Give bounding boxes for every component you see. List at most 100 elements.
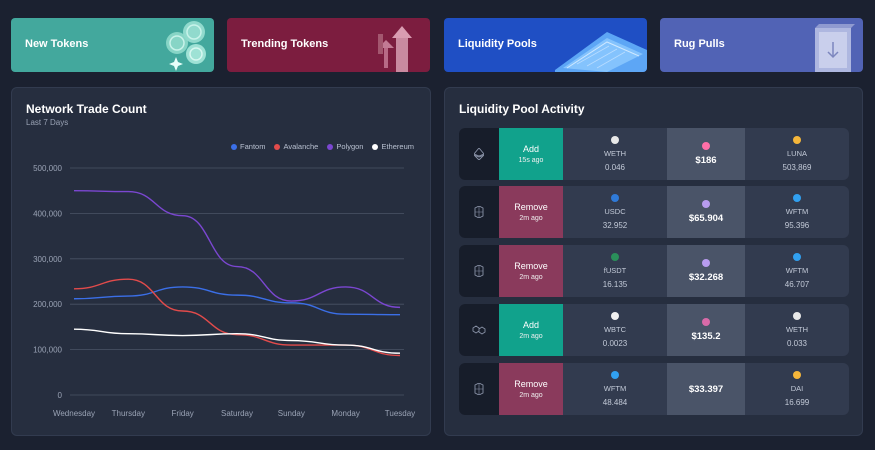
pool-activity-row[interactable]: Add 2m ago WBTC 0.0023 $135.2 WETH 0.033 [459,304,849,356]
legend-dot [327,143,334,150]
panel-subtitle: Last 7 Days [26,118,69,127]
wbtc-icon [611,312,619,320]
action-label: Add [522,320,539,330]
y-tick-label: 500,000 [33,164,62,173]
uniswap-icon [702,142,710,150]
usdc-icon [611,194,619,202]
pool-activity-row[interactable]: Add 15s ago WETH 0.046 $186 LUNA 503,869 [459,128,849,180]
action-time: 15s ago [518,157,544,164]
pool-activity-row[interactable]: Remove 2m ago fUSDT 16.135 $32.268 WFTM 46.707 [459,245,849,297]
add-badge: Add 15s ago [499,128,563,180]
x-tick-label: Friday [172,409,194,418]
polygon-icon [459,304,499,356]
pool-icon [555,32,647,72]
pool-activity-row[interactable]: Remove 2m ago USDC 32.952 $65.904 WFTM 95.396 [459,186,849,238]
category-cards: New Tokens Trending Tokens Liquidity Poo… [11,18,863,72]
price-value: $33.397 [688,383,724,395]
price-value: $32.268 [688,272,724,283]
token-symbol: DAI [790,384,804,393]
action-label: Add [522,144,539,154]
card-label: Rug Pulls [674,38,725,50]
legend-item-fantom[interactable]: Fantom [231,142,265,151]
series-line-avalanche [73,278,401,357]
action-time: 2m ago [519,333,543,340]
action-label: Remove [514,379,548,389]
spooky-icon [702,200,710,208]
remove-badge: Remove 2m ago [499,186,563,238]
door-icon [815,24,855,72]
trade-count-chart: 0 100,000 200,000 300,000 400,000 500,000 Wedn… [33,164,415,418]
token-symbol: WETH [603,149,627,158]
price-value: $65.904 [688,213,724,224]
price-value: $186 [695,155,717,166]
token-amount: 46.707 [784,280,810,289]
y-tick-label: 400,000 [33,209,62,218]
token-b[interactable]: LUNA 503,869 [745,128,849,180]
series-line-fantom [73,286,401,316]
action-label: Remove [514,261,548,271]
series-line-ethereum [73,328,401,354]
card-label: Liquidity Pools [458,38,537,50]
x-tick-label: Tuesday [385,409,415,418]
remove-badge: Remove 2m ago [499,363,563,415]
card-new-tokens[interactable]: New Tokens [11,18,214,72]
token-a[interactable]: WBTC 0.0023 [563,304,667,356]
chart-legend: Fantom Avalanche Polygon Ethereum [231,142,414,151]
token-a[interactable]: USDC 32.952 [563,186,667,238]
legend-dot [231,143,238,150]
trend-arrows-icon [378,26,412,72]
token-amount: 503,869 [782,163,812,172]
card-label: New Tokens [25,38,89,50]
liquidity-activity-panel: Liquidity Pool Activity Add 15s ago WETH 0.… [444,87,863,436]
token-symbol: WFTM [603,384,627,393]
legend-item-avalanche[interactable]: Avalanche [274,142,318,151]
fantom-icon [459,245,499,297]
legend-label: Fantom [240,142,266,151]
card-liquidity-pools[interactable]: Liquidity Pools [444,18,647,72]
token-b[interactable]: DAI 16.699 [745,363,849,415]
token-a[interactable]: fUSDT 16.135 [563,245,667,297]
token-a[interactable]: WETH 0.046 [563,128,667,180]
legend-item-polygon[interactable]: Polygon [327,142,363,151]
wftm-icon [793,253,801,261]
x-tick-label: Saturday [221,409,253,418]
token-amount: 0.046 [604,163,626,172]
coins-icon [166,21,206,71]
panel-title: Liquidity Pool Activity [459,102,585,116]
x-tick-label: Monday [331,409,359,418]
token-amount: 95.396 [784,221,810,230]
series-line-polygon [73,190,401,309]
action-time: 2m ago [519,392,543,399]
token-symbol: WBTC [603,325,627,334]
pool-activity-row[interactable]: Remove 2m ago WFTM 48.484 $33.397 DAI 16.699 [459,363,849,415]
dai-icon [793,371,801,379]
panel-title: Network Trade Count [26,102,147,116]
trade-count-panel: Network Trade Count Last 7 Days Fantom A… [11,87,431,436]
price-cell: $33.397 [667,363,745,415]
x-tick-label: Sunday [278,409,305,418]
wftm-icon [793,194,801,202]
card-trending-tokens[interactable]: Trending Tokens [227,18,430,72]
token-amount: 32.952 [602,221,628,230]
y-tick-label: 300,000 [33,255,62,264]
token-b[interactable]: WFTM 46.707 [745,245,849,297]
action-label: Remove [514,202,548,212]
action-time: 2m ago [519,274,543,281]
x-tick-label: Wednesday [53,409,95,418]
remove-badge: Remove 2m ago [499,245,563,297]
token-a[interactable]: WFTM 48.484 [563,363,667,415]
token-symbol: LUNA [786,149,807,158]
legend-label: Polygon [336,142,364,151]
token-b[interactable]: WFTM 95.396 [745,186,849,238]
price-cell: $135.2 [667,304,745,356]
y-tick-label: 0 [58,391,63,400]
token-amount: 16.135 [602,280,628,289]
wftm-icon [611,371,619,379]
token-b[interactable]: WETH 0.033 [745,304,849,356]
x-tick-label: Thursday [112,409,145,418]
card-rug-pulls[interactable]: Rug Pulls [660,18,863,72]
fusdt-icon [611,253,619,261]
legend-item-ethereum[interactable]: Ethereum [372,142,414,151]
legend-dot [274,143,281,150]
token-symbol: WETH [785,325,809,334]
